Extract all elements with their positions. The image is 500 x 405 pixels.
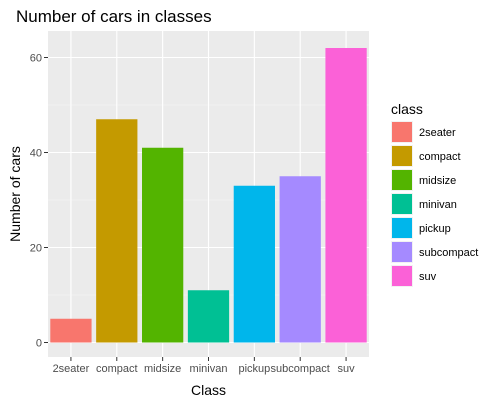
x-axis-title: Class: [191, 382, 226, 398]
legend-label-2seater: 2seater: [419, 127, 456, 139]
legend-label-subcompact: subcompact: [419, 247, 478, 259]
bar-pickup: [233, 185, 275, 343]
bar-midsize: [142, 147, 184, 343]
x-tick-label-pickup: pickup: [238, 363, 270, 375]
legend-swatch-subcompact: [392, 242, 412, 262]
y-tick-label: 60: [30, 53, 42, 65]
legend-label-suv: suv: [419, 271, 437, 283]
x-tick-label-midsize: midsize: [144, 363, 181, 375]
x-tick-label-minivan: minivan: [190, 363, 228, 375]
legend-label-compact: compact: [419, 151, 461, 163]
legend-swatch-midsize: [392, 170, 412, 190]
bar-compact: [96, 119, 138, 343]
y-axis-title: Number of cars: [7, 146, 23, 242]
y-tick-label: 40: [30, 148, 42, 160]
legend-swatch-pickup: [392, 218, 412, 238]
x-axis: 2seater compact midsize minivan pickup subcom…: [53, 357, 356, 375]
chart-title: Number of cars in classes: [16, 7, 212, 26]
legend-title: class: [391, 101, 423, 117]
legend-swatch-2seater: [392, 122, 412, 142]
x-tick-label-subcompact: subcompact: [271, 363, 330, 375]
x-tick-label-suv: suv: [338, 363, 356, 375]
bar-suv: [325, 48, 367, 343]
bar-subcompact: [279, 176, 321, 343]
x-tick-label-2seater: 2seater: [53, 363, 90, 375]
bar-2seater: [50, 318, 92, 343]
y-axis: 0 20 40 60: [30, 53, 48, 350]
legend-label-minivan: minivan: [419, 199, 457, 211]
legend: class 2seater compact midsize minivan pickup…: [391, 101, 478, 287]
y-tick-label: 0: [36, 338, 42, 350]
legend-label-midsize: midsize: [419, 175, 456, 187]
legend-swatch-minivan: [392, 194, 412, 214]
bars-layer: [50, 48, 367, 343]
legend-swatch-compact: [392, 146, 412, 166]
x-tick-label-compact: compact: [96, 363, 138, 375]
y-tick-label: 20: [30, 243, 42, 255]
bar-minivan: [187, 290, 230, 343]
legend-swatch-suv: [392, 266, 412, 286]
legend-label-pickup: pickup: [419, 223, 451, 235]
